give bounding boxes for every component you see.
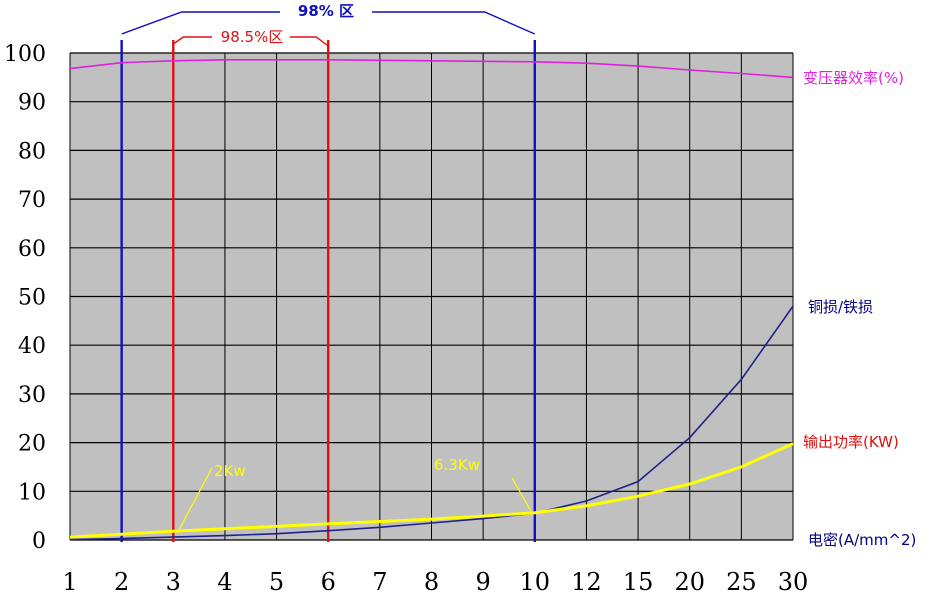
y-tick-label: 100 xyxy=(4,42,46,67)
series-line-0 xyxy=(69,58,794,79)
y-tick-label: 50 xyxy=(18,286,46,311)
series-label-loss-ratio: 铜损/铁损 xyxy=(808,298,873,316)
series-label-efficiency: 变压器效率(%) xyxy=(803,69,904,87)
bracket-985-right xyxy=(290,36,329,47)
x-tick-label: 30 xyxy=(778,568,809,596)
series-lines xyxy=(69,58,794,541)
x-tick-label: 4 xyxy=(217,568,232,596)
x-tick-label: 15 xyxy=(623,568,654,596)
zone-985-label: 98.5%区 xyxy=(221,28,284,46)
leader-2kw xyxy=(178,467,213,530)
grid-lines xyxy=(69,52,794,541)
y-axis-ticks: 0 10 20 30 40 50 60 70 80 90 100 xyxy=(4,42,46,554)
vertical-markers xyxy=(120,40,536,542)
x-tick-label: 2 xyxy=(114,568,129,596)
x-tick-label: 12 xyxy=(571,568,602,596)
x-tick-label: 10 xyxy=(520,568,551,596)
series-label-output-power: 输出功率(KW) xyxy=(803,433,899,451)
y-tick-label: 10 xyxy=(18,480,46,505)
y-tick-label: 60 xyxy=(18,237,46,262)
y-tick-label: 40 xyxy=(18,334,46,359)
x-tick-label: 9 xyxy=(476,568,491,596)
annotation-2kw: 2Kw xyxy=(214,462,246,480)
x-tick-label: 6 xyxy=(321,568,336,596)
zone-98-label: 98% 区 xyxy=(298,2,354,20)
x-tick-label: 5 xyxy=(269,568,284,596)
y-tick-label: 90 xyxy=(18,91,46,116)
bracket-985-left xyxy=(172,36,212,45)
y-tick-label: 70 xyxy=(18,188,46,213)
x-axis-ticks: 1 2 3 4 5 6 7 8 9 10 12 15 20 25 30 xyxy=(62,568,808,596)
x-tick-label: 25 xyxy=(726,568,757,596)
series-line-1 xyxy=(69,305,794,541)
x-tick-label: 1 xyxy=(62,568,77,596)
x-tick-label: 3 xyxy=(166,568,181,596)
annotation-6-3kw: 6.3Kw xyxy=(434,456,480,474)
series-line-2 xyxy=(69,442,794,539)
bracket-98-right xyxy=(372,11,536,35)
leader-6-3kw xyxy=(511,477,532,512)
y-tick-label: 0 xyxy=(32,529,46,554)
y-tick-label: 80 xyxy=(18,139,46,164)
bracket-98-left xyxy=(121,11,280,35)
x-tick-label: 7 xyxy=(372,568,387,596)
x-tick-label: 20 xyxy=(674,568,705,596)
y-tick-label: 20 xyxy=(18,432,46,457)
y-tick-label: 30 xyxy=(18,383,46,408)
x-tick-label: 8 xyxy=(424,568,439,596)
x-axis-label: 电密(A/mm^2) xyxy=(808,531,916,549)
zone-brackets xyxy=(121,11,536,530)
